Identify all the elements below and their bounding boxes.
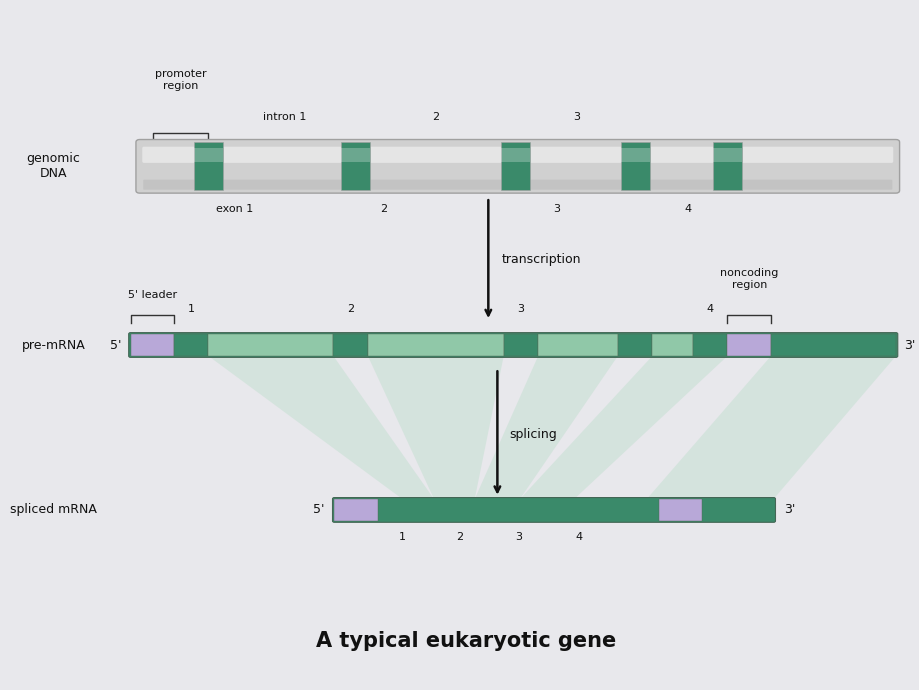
Text: transcription: transcription xyxy=(502,253,581,266)
FancyBboxPatch shape xyxy=(332,497,775,522)
Bar xyxy=(209,334,333,356)
Bar xyxy=(368,334,504,356)
Text: intron 1: intron 1 xyxy=(263,112,306,121)
Polygon shape xyxy=(519,356,727,499)
Text: 3: 3 xyxy=(573,112,580,121)
Bar xyxy=(620,142,649,190)
Text: 2: 2 xyxy=(432,112,439,121)
Polygon shape xyxy=(474,356,618,499)
Bar xyxy=(194,142,222,190)
Polygon shape xyxy=(209,356,434,499)
Bar xyxy=(538,334,618,356)
Text: promoter
region: promoter region xyxy=(154,69,206,90)
Text: 3: 3 xyxy=(516,304,524,314)
Text: exon 1: exon 1 xyxy=(216,204,253,214)
Bar xyxy=(504,334,538,356)
Bar xyxy=(130,334,174,356)
Text: 1: 1 xyxy=(398,532,405,542)
Bar xyxy=(174,334,209,356)
Text: noncoding
region: noncoding region xyxy=(720,268,777,290)
Bar xyxy=(340,142,369,190)
Text: 1: 1 xyxy=(187,304,195,314)
Bar xyxy=(618,334,652,356)
Text: A typical eukaryotic gene: A typical eukaryotic gene xyxy=(315,631,615,651)
Bar xyxy=(652,334,692,356)
Bar xyxy=(334,499,378,521)
Text: splicing: splicing xyxy=(508,428,556,441)
Bar xyxy=(712,142,741,190)
Text: 3': 3' xyxy=(783,504,794,516)
Bar xyxy=(658,499,701,521)
Text: pre-mRNA: pre-mRNA xyxy=(22,339,85,351)
Text: 2: 2 xyxy=(455,532,462,542)
Text: 5' leader: 5' leader xyxy=(128,290,176,300)
Bar xyxy=(501,148,529,161)
Text: spliced mRNA: spliced mRNA xyxy=(10,504,96,516)
Text: 2: 2 xyxy=(380,204,387,214)
Bar xyxy=(727,334,770,356)
Bar xyxy=(501,142,529,190)
Bar xyxy=(712,148,741,161)
Text: 5': 5' xyxy=(312,504,324,516)
FancyBboxPatch shape xyxy=(143,179,891,190)
Polygon shape xyxy=(368,356,504,499)
FancyBboxPatch shape xyxy=(142,147,892,163)
Text: 3: 3 xyxy=(514,532,521,542)
Bar xyxy=(692,334,727,356)
Bar xyxy=(620,148,649,161)
Text: 3': 3' xyxy=(903,339,914,351)
Bar xyxy=(333,334,368,356)
Bar xyxy=(770,334,895,356)
Text: 2: 2 xyxy=(346,304,354,314)
FancyBboxPatch shape xyxy=(136,139,899,193)
Text: 4: 4 xyxy=(574,532,582,542)
Bar xyxy=(194,148,222,161)
Bar xyxy=(340,148,369,161)
Polygon shape xyxy=(646,356,895,499)
Text: 4: 4 xyxy=(684,204,690,214)
Text: genomic
DNA: genomic DNA xyxy=(27,152,80,180)
Text: 3: 3 xyxy=(552,204,559,214)
Text: 5': 5' xyxy=(110,339,121,351)
Text: 4: 4 xyxy=(706,304,713,314)
FancyBboxPatch shape xyxy=(129,333,897,357)
